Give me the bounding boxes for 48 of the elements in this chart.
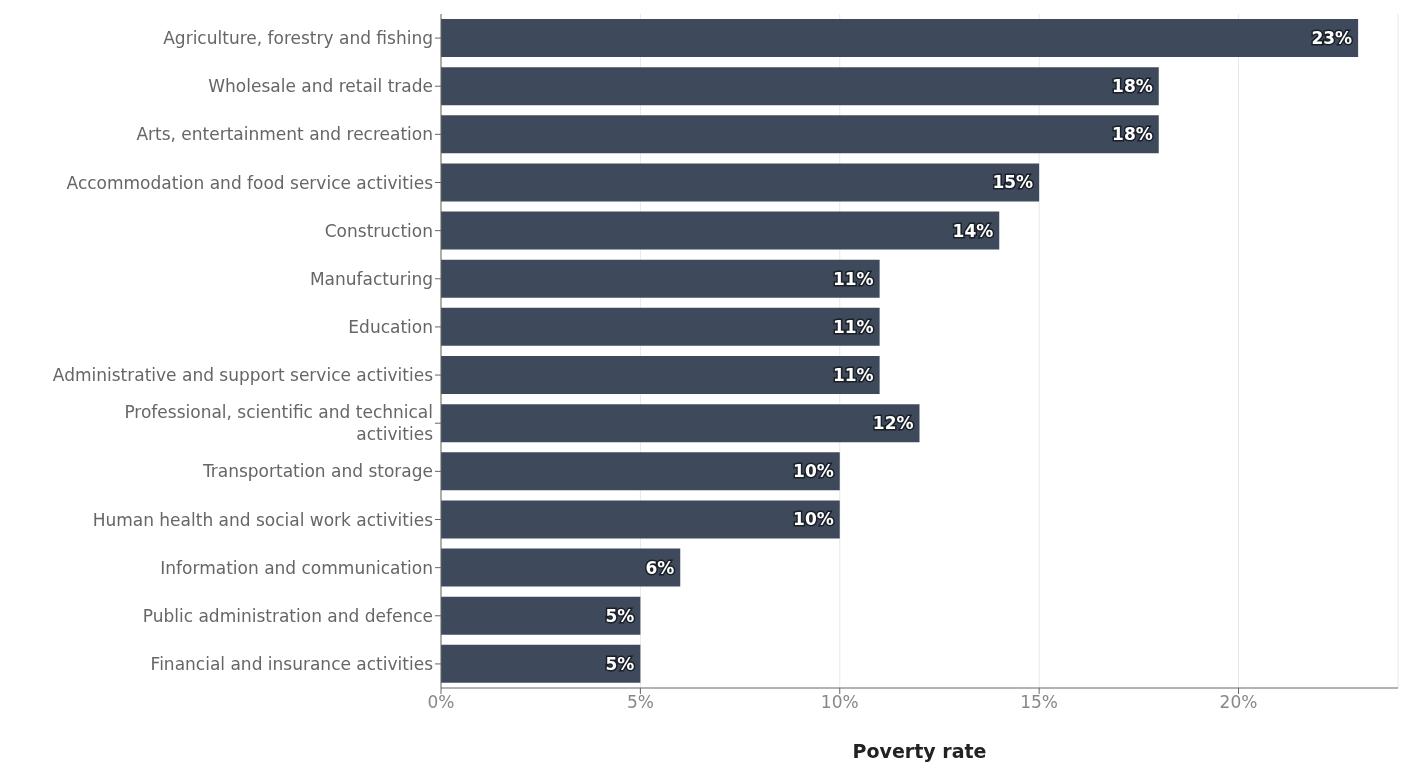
bar bbox=[441, 211, 1000, 250]
x-tick-label: 15% bbox=[1020, 692, 1059, 713]
y-tick-label: Arts, entertainment and recreation bbox=[136, 124, 433, 145]
y-tick-label: Construction bbox=[324, 220, 433, 241]
data-label: 11% bbox=[832, 268, 874, 289]
data-label: 10% bbox=[793, 461, 834, 482]
x-tick-label: 20% bbox=[1219, 692, 1258, 713]
bar bbox=[441, 548, 681, 587]
bar bbox=[441, 404, 920, 443]
y-tick-label: Wholesale and retail trade bbox=[208, 76, 433, 97]
data-label: 14% bbox=[952, 220, 994, 241]
bar bbox=[441, 596, 641, 635]
data-label: 11% bbox=[832, 365, 874, 385]
y-tick-label: Human health and social work activities bbox=[92, 509, 434, 530]
y-tick-label: Education bbox=[348, 316, 433, 337]
bar bbox=[441, 67, 1159, 106]
data-label: 5% bbox=[605, 653, 635, 674]
data-label: 6% bbox=[645, 557, 675, 578]
bar bbox=[441, 307, 880, 346]
data-label: 10% bbox=[793, 509, 834, 530]
bar bbox=[441, 259, 880, 298]
x-tick-label: 5% bbox=[626, 692, 654, 713]
y-tick-label: Financial and insurance activities bbox=[150, 653, 434, 674]
x-axis-title: Poverty rate bbox=[852, 740, 987, 762]
data-label: 12% bbox=[872, 413, 914, 434]
data-label: 23% bbox=[1311, 28, 1353, 48]
y-tick-label: Public administration and defence bbox=[142, 605, 433, 626]
data-label: 5% bbox=[605, 605, 635, 626]
data-label: 15% bbox=[992, 172, 1034, 193]
bar bbox=[441, 115, 1159, 154]
y-tick-label: Administrative and support service activities bbox=[52, 365, 434, 386]
y-tick-label: Agriculture, forestry and fishing bbox=[163, 28, 433, 49]
data-label: 11% bbox=[832, 316, 874, 337]
bar bbox=[441, 644, 641, 683]
y-tick-label: Accommodation and food service activities bbox=[66, 172, 434, 193]
y-tick-label: Transportation and storage bbox=[201, 461, 433, 482]
bar bbox=[441, 452, 840, 491]
y-tick-label: Information and communication bbox=[160, 557, 433, 578]
bar bbox=[441, 163, 1040, 202]
bar bbox=[441, 19, 1359, 57]
x-tick-label: 10% bbox=[820, 692, 859, 713]
data-label: 18% bbox=[1112, 124, 1153, 145]
bar bbox=[441, 500, 840, 539]
y-tick-label: Manufacturing bbox=[309, 268, 433, 289]
x-tick-label: 0% bbox=[427, 692, 455, 713]
bar bbox=[441, 356, 880, 394]
data-label: 18% bbox=[1112, 76, 1153, 97]
y-tick-label: Professional, scientific and technical activities bbox=[124, 402, 434, 445]
